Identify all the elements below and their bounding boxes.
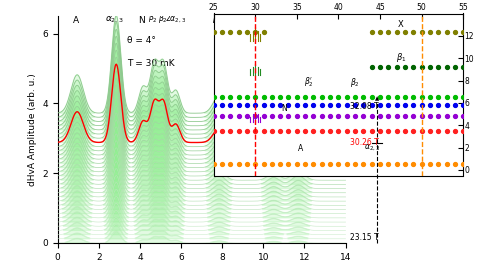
Text: 32.08 T: 32.08 T bbox=[350, 102, 379, 112]
Text: $\beta_2$: $\beta_2$ bbox=[350, 76, 360, 89]
Text: θ = 4°: θ = 4° bbox=[127, 36, 156, 45]
Text: X: X bbox=[269, 16, 276, 25]
Text: $\beta_2'$: $\beta_2'$ bbox=[148, 11, 158, 25]
Text: $2\alpha_{2,3}$: $2\alpha_{2,3}$ bbox=[165, 13, 186, 25]
Text: $\beta_2'$: $\beta_2'$ bbox=[304, 76, 314, 89]
Text: A: A bbox=[299, 144, 303, 153]
Text: N: N bbox=[281, 104, 287, 113]
Text: ▲: ▲ bbox=[375, 96, 379, 101]
Y-axis label: dHvA Amplitude (arb. u.): dHvA Amplitude (arb. u.) bbox=[27, 73, 36, 186]
Text: A: A bbox=[73, 16, 79, 25]
Text: $\alpha_{2,3}$: $\alpha_{2,3}$ bbox=[105, 15, 123, 25]
Text: X: X bbox=[398, 20, 404, 29]
Text: 23.15 T: 23.15 T bbox=[350, 233, 379, 242]
Text: $\alpha_{2,3}$: $\alpha_{2,3}$ bbox=[363, 143, 380, 153]
Text: N: N bbox=[139, 16, 145, 25]
Text: $\beta_1$: $\beta_1$ bbox=[213, 12, 224, 25]
Text: T = 30 mK: T = 30 mK bbox=[127, 59, 174, 68]
Text: $2\beta_2$: $2\beta_2$ bbox=[289, 12, 306, 25]
Text: $\beta_2$: $\beta_2$ bbox=[158, 12, 168, 25]
Text: 30.26 T: 30.26 T bbox=[350, 138, 379, 147]
Text: $\beta_1$: $\beta_1$ bbox=[396, 51, 406, 64]
